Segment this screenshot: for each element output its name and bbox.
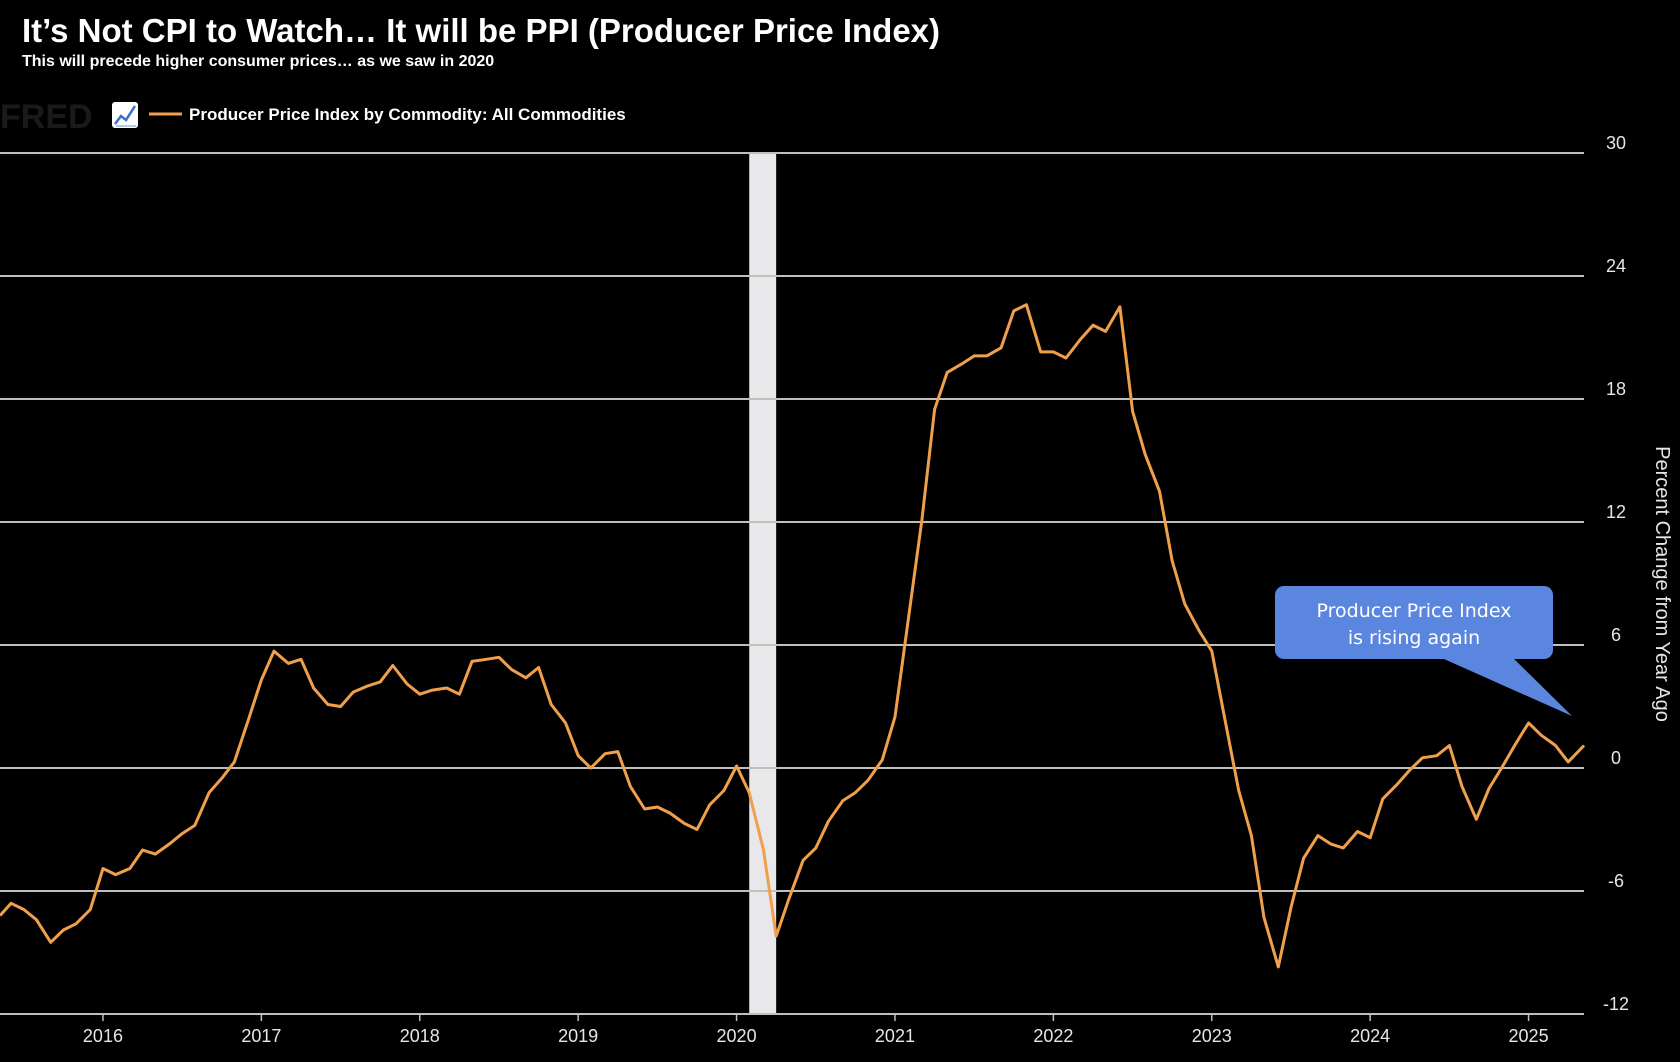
x-tick-label: 2018 bbox=[400, 1026, 440, 1046]
callout-pointer bbox=[1435, 655, 1572, 716]
callout-line-1: Producer Price Index bbox=[1317, 600, 1512, 622]
x-tick-label: 2021 bbox=[875, 1026, 915, 1046]
x-tick-label: 2019 bbox=[558, 1026, 598, 1046]
x-tick-label: 2020 bbox=[717, 1026, 757, 1046]
callout-box bbox=[1275, 586, 1553, 659]
recession-band bbox=[749, 153, 777, 1014]
y-tick-label: 0 bbox=[1611, 748, 1621, 768]
line-chart-icon bbox=[112, 102, 138, 128]
chart-title: It’s Not CPI to Watch… It will be PPI (P… bbox=[22, 12, 941, 49]
fred-logo: FRED bbox=[0, 98, 93, 136]
callout-line-2: is rising again bbox=[1348, 627, 1480, 649]
y-axis-label: Percent Change from Year Ago bbox=[1651, 446, 1673, 722]
x-tick-label: 2017 bbox=[241, 1026, 281, 1046]
callout: Producer Price Index is rising again bbox=[1275, 586, 1572, 716]
y-tick-label: -6 bbox=[1608, 871, 1624, 891]
x-tick-label: 2016 bbox=[83, 1026, 123, 1046]
y-tick-label: 12 bbox=[1606, 502, 1626, 522]
y-tick-label: -12 bbox=[1603, 994, 1629, 1014]
chart-subtitle: This will precede higher consumer prices… bbox=[22, 53, 495, 70]
ppi-series-line bbox=[0, 303, 1586, 969]
legend-label: Producer Price Index by Commodity: All C… bbox=[189, 105, 626, 124]
y-tick-label: 30 bbox=[1606, 133, 1626, 153]
x-tick-label: 2023 bbox=[1192, 1026, 1232, 1046]
y-tick-label: 6 bbox=[1611, 625, 1621, 645]
x-tick-label: 2025 bbox=[1509, 1026, 1549, 1046]
y-tick-label: 24 bbox=[1606, 256, 1626, 276]
y-tick-label: 18 bbox=[1606, 379, 1626, 399]
x-tick-label: 2022 bbox=[1033, 1026, 1073, 1046]
x-tick-label: 2024 bbox=[1350, 1026, 1390, 1046]
